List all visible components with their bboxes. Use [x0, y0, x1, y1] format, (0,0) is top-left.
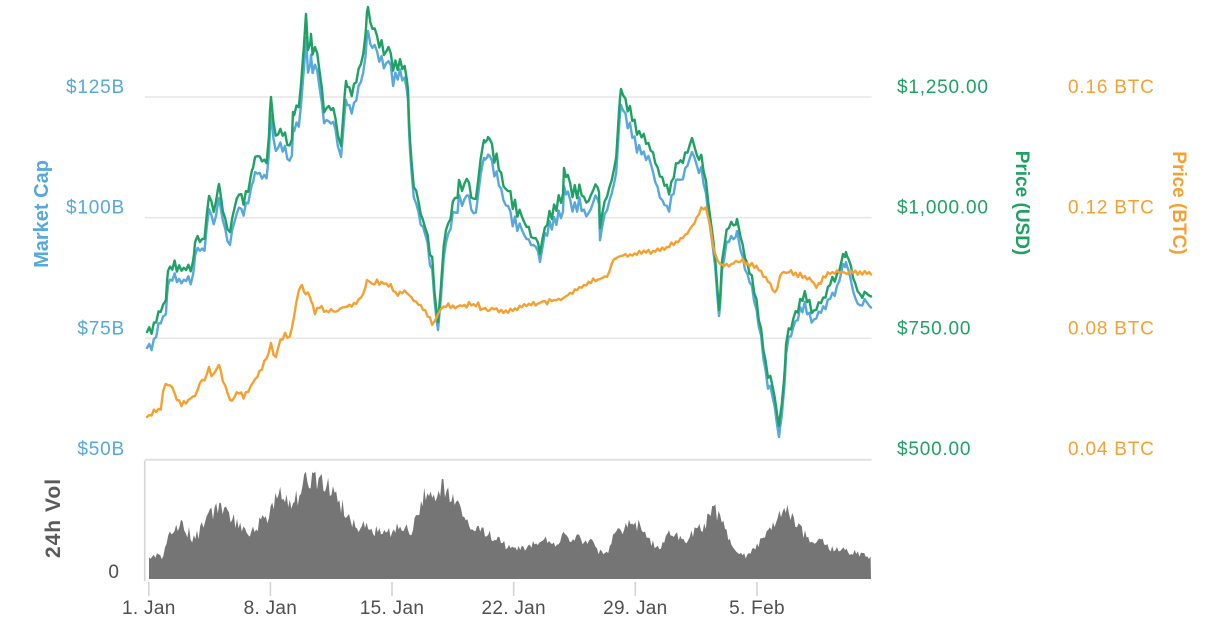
svg-text:22. Jan: 22. Jan: [481, 598, 545, 619]
svg-text:0.12 BTC: 0.12 BTC: [1068, 198, 1155, 219]
svg-text:$100B: $100B: [66, 198, 125, 219]
svg-text:$75B: $75B: [77, 318, 125, 339]
svg-text:$750.00: $750.00: [897, 318, 971, 339]
svg-text:8. Jan: 8. Jan: [244, 598, 298, 619]
svg-text:1. Jan: 1. Jan: [122, 598, 176, 619]
svg-text:0.16 BTC: 0.16 BTC: [1068, 77, 1155, 98]
svg-text:24h Vol: 24h Vol: [42, 478, 65, 558]
svg-text:0: 0: [108, 562, 119, 583]
svg-text:$500.00: $500.00: [897, 439, 971, 460]
svg-text:Price (BTC): Price (BTC): [1168, 151, 1189, 254]
svg-text:15. Jan: 15. Jan: [360, 598, 424, 619]
svg-text:5. Feb: 5. Feb: [729, 598, 785, 619]
svg-text:0.04 BTC: 0.04 BTC: [1068, 439, 1155, 460]
svg-text:Price (USD): Price (USD): [1011, 151, 1032, 256]
svg-text:29. Jan: 29. Jan: [603, 598, 667, 619]
svg-text:$1,000.00: $1,000.00: [897, 198, 989, 219]
svg-text:$50B: $50B: [77, 439, 125, 460]
svg-text:0.08 BTC: 0.08 BTC: [1068, 318, 1155, 339]
svg-text:$1,250.00: $1,250.00: [897, 77, 989, 98]
svg-text:$125B: $125B: [66, 77, 125, 98]
svg-text:Market Cap: Market Cap: [31, 160, 53, 268]
